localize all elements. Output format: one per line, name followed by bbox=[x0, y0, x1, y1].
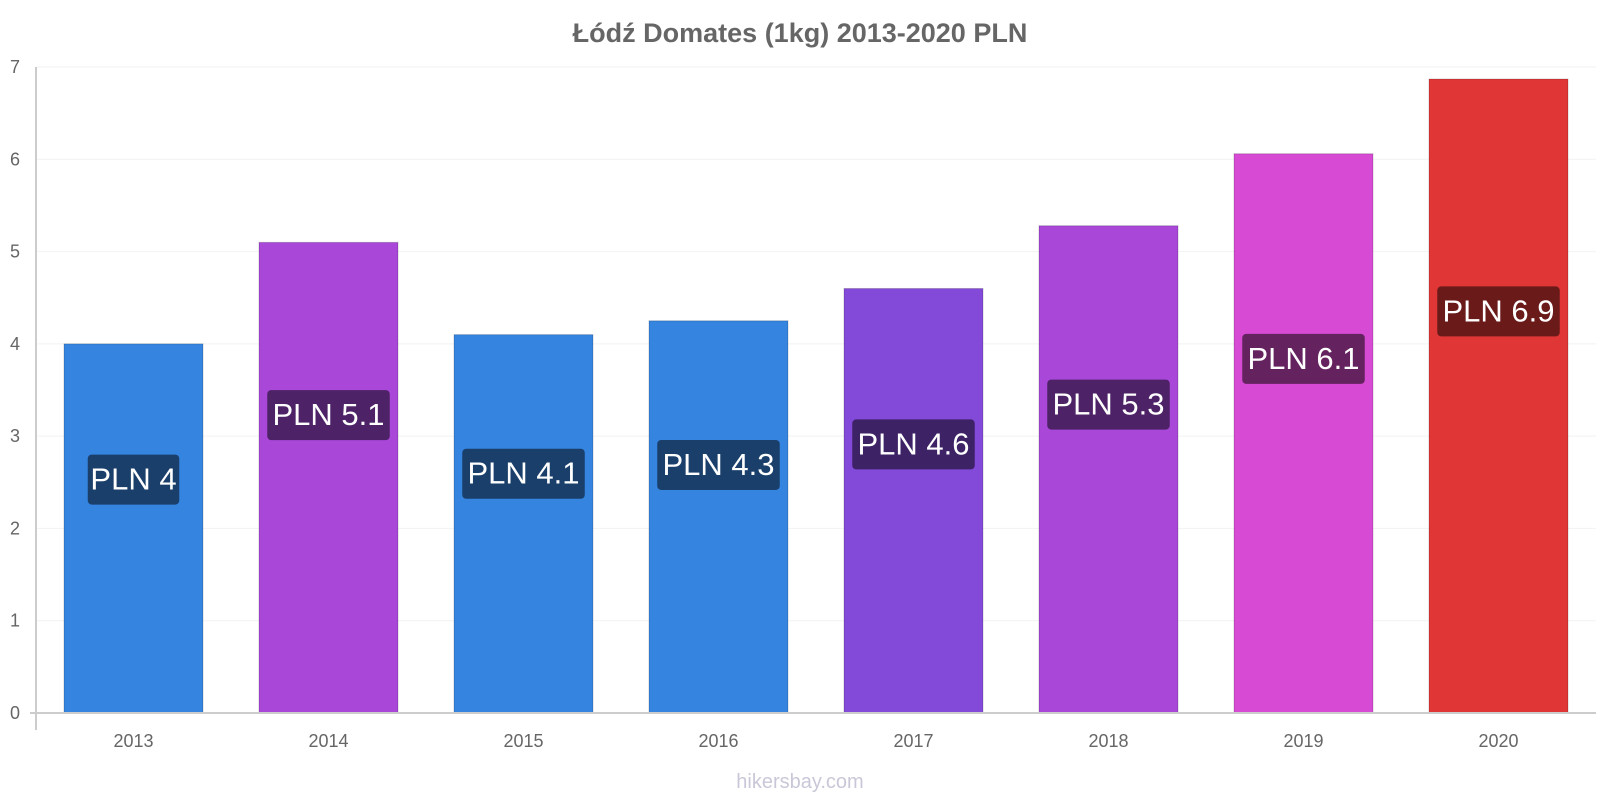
x-tick-label: 2018 bbox=[1088, 731, 1128, 751]
x-tick-label: 2014 bbox=[308, 731, 348, 751]
data-label-2016: PLN 4.3 bbox=[657, 439, 780, 490]
data-label-background bbox=[852, 419, 975, 470]
x-tick-label: 2020 bbox=[1478, 731, 1518, 751]
data-label-text: PLN 5.1 bbox=[272, 397, 384, 432]
data-label-background bbox=[87, 454, 180, 505]
footer-credit: hikersbay.com bbox=[736, 771, 863, 793]
bar-2016 bbox=[648, 320, 789, 714]
chart-title: Łódź Domates (1kg) 2013-2020 PLN bbox=[573, 18, 1028, 48]
x-tick-label: 2013 bbox=[113, 731, 153, 751]
data-labels: PLN 4 PLN 5.1 PLN 4.1 PLN 4.3 PLN 4.6 PLN 5.3… bbox=[87, 286, 1560, 505]
data-label-2013: PLN 4 bbox=[87, 454, 180, 505]
data-label-background bbox=[1047, 379, 1170, 430]
data-label-background bbox=[657, 439, 780, 490]
data-label-text: PLN 6.9 bbox=[1442, 293, 1554, 328]
y-tick-label: 5 bbox=[10, 242, 20, 262]
bars bbox=[63, 78, 1569, 714]
bar-2017 bbox=[843, 287, 984, 714]
data-label-text: PLN 4.3 bbox=[662, 447, 774, 482]
y-tick-label: 6 bbox=[10, 149, 20, 169]
data-label-background bbox=[462, 448, 585, 499]
y-tick-label: 2 bbox=[10, 518, 20, 538]
data-label-2019: PLN 6.1 bbox=[1242, 333, 1365, 384]
data-label-2020: PLN 6.9 bbox=[1437, 286, 1560, 337]
bar-2015 bbox=[453, 334, 594, 714]
y-tick-label: 0 bbox=[10, 703, 20, 723]
bar-2014 bbox=[258, 241, 399, 714]
bar-2013 bbox=[63, 343, 204, 714]
x-tick-label: 2016 bbox=[698, 731, 738, 751]
bar-2018 bbox=[1038, 225, 1179, 714]
y-tick-label: 3 bbox=[10, 426, 20, 446]
y-tick-label: 4 bbox=[10, 334, 20, 354]
x-tick-label: 2015 bbox=[503, 731, 543, 751]
data-label-text: PLN 4 bbox=[90, 462, 176, 497]
data-label-2017: PLN 4.6 bbox=[852, 419, 975, 470]
y-tick-label: 1 bbox=[10, 611, 20, 631]
data-label-2018: PLN 5.3 bbox=[1047, 379, 1170, 430]
data-label-text: PLN 6.1 bbox=[1247, 341, 1359, 376]
data-label-2015: PLN 4.1 bbox=[462, 448, 585, 499]
data-label-background bbox=[1437, 286, 1560, 337]
axes bbox=[30, 67, 1596, 730]
x-tick-label: 2019 bbox=[1283, 731, 1323, 751]
bar-2019 bbox=[1233, 153, 1374, 714]
data-label-text: PLN 4.1 bbox=[467, 456, 579, 491]
x-axis-ticks: 2013 2014 2015 2016 2017 2018 2019 2020 bbox=[113, 731, 1518, 751]
x-tick-label: 2017 bbox=[893, 731, 933, 751]
data-label-2014: PLN 5.1 bbox=[267, 390, 390, 441]
y-tick-label: 7 bbox=[10, 57, 20, 77]
data-label-background bbox=[1242, 333, 1365, 384]
data-label-text: PLN 4.6 bbox=[857, 426, 969, 461]
data-label-background bbox=[267, 390, 390, 441]
data-label-text: PLN 5.3 bbox=[1052, 387, 1164, 422]
y-axis-ticks: 0 1 2 3 4 5 6 7 bbox=[10, 57, 20, 723]
bar-2020 bbox=[1428, 78, 1569, 714]
